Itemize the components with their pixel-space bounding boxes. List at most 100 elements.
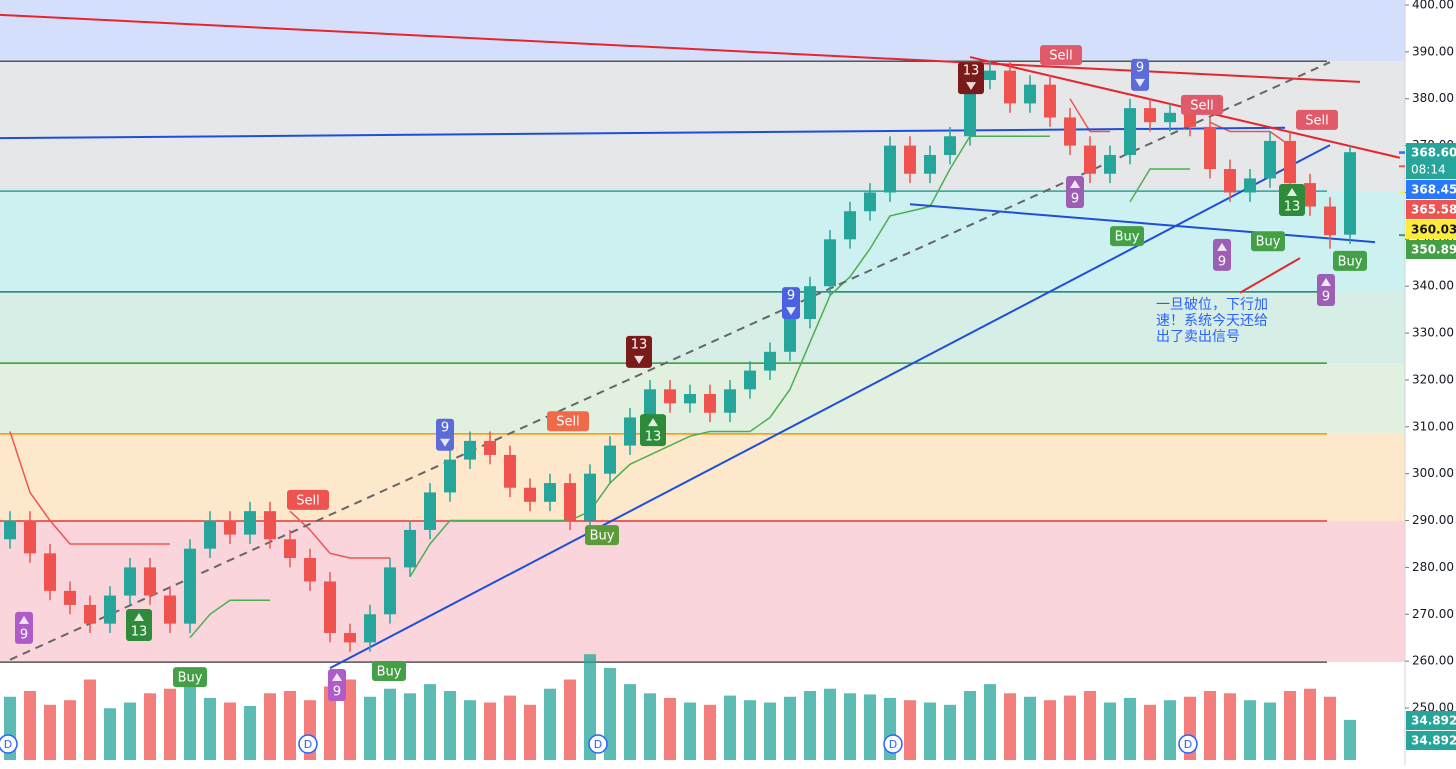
volume-bar [1204,691,1216,760]
volume-bar [404,693,416,760]
zone [0,363,1405,434]
volume-bar [384,688,396,760]
candle-body [744,370,756,390]
volume-bar [904,700,916,760]
candle-body [184,548,196,624]
volume-bar [484,702,496,760]
signal-badge [1317,273,1335,306]
signal-label: Buy [1256,235,1281,250]
volume-bar [704,704,716,760]
price-tag [1406,143,1456,179]
volume-bar [1084,691,1096,760]
trend-line [909,203,1376,244]
volume-bar [1324,696,1336,760]
signal-badge [1181,94,1223,115]
signal-badge [1213,238,1231,271]
volume-bar [944,704,956,760]
candle-body [1184,112,1196,127]
annotation-text: 出了卖出信号 [1156,329,1240,345]
y-tick-label: 340.00 [1412,279,1454,293]
volume-bar [864,694,876,760]
trail-line [409,135,1050,578]
signal-badge [958,62,984,95]
signal-badge [1066,176,1084,209]
volume-bar [824,688,836,760]
volume-bar [924,702,936,760]
candle-body [164,595,176,624]
volume-bar [364,696,376,760]
y-tick-label: 300.00 [1412,466,1454,480]
volume-bar [624,684,636,760]
candle-body [424,492,436,530]
volume-bar [24,691,36,760]
signal-label: Buy [377,664,402,679]
signal-arrow [1070,180,1080,189]
trail-line [289,510,390,559]
candle-body [504,454,516,488]
volume-bar [984,684,996,760]
signal-label: 13 [1284,199,1301,214]
candle-body [984,70,996,81]
signal-badge [782,287,800,320]
signal-label: 9 [1136,60,1144,75]
candle-body [1304,183,1316,207]
price-axis [1405,0,1456,765]
volume-bar [664,697,676,760]
session-label: D [4,738,12,751]
volume-bar [724,695,736,760]
price-tag-label: 365.58 [1411,203,1456,217]
signal-label: Buy [1115,230,1140,245]
volume-bar [1224,693,1236,760]
volume-bar [424,684,436,760]
signal-label: 9 [787,289,795,304]
volume-bar [744,700,756,760]
volume-bar [804,691,816,760]
signal-label: 9 [1071,192,1079,207]
price-tag [1406,200,1456,219]
candle-body [684,394,696,404]
candle-body [1084,145,1096,174]
volume-tag [1406,731,1456,750]
candle-body [704,394,716,413]
volume-bar [1284,691,1296,760]
signal-badge [1296,109,1338,130]
candle-body [384,567,396,615]
candle-body [144,567,156,596]
signal-badge [1279,183,1305,216]
volume-bar [1024,696,1036,760]
signal-badge [287,489,329,510]
candle-body [244,511,256,535]
signal-badge [173,667,207,688]
volume-bar [584,654,596,760]
annotation-text: 速！系统今天还给 [1156,313,1268,329]
signal-arrow [1321,277,1331,286]
signal-badge [1131,58,1149,91]
volume-bar [1244,700,1256,760]
candle-body [644,389,656,418]
trail-line [1069,98,1110,133]
volume-bar [1064,695,1076,760]
candle-body [604,445,616,474]
volume-bar [1144,704,1156,760]
candle-body [1204,126,1216,170]
signal-label: Buy [178,671,203,686]
volume-bar [1164,700,1176,760]
signal-arrow [332,673,342,682]
session-label: D [304,738,312,751]
volume-tag [1406,711,1456,730]
volume-bar [504,695,516,760]
volume-tag-label: 34.892 [1411,714,1456,728]
signal-arrow [1287,187,1297,196]
signal-arrow [1135,78,1145,87]
signal-label: Sell [296,493,319,508]
candle-body [1284,140,1296,184]
candle-body [564,483,576,521]
volume-bar [1124,697,1136,760]
signal-badge [328,669,346,702]
candle-body [1064,117,1076,146]
y-tick-label: 400.00 [1412,0,1454,12]
volume-bar [284,691,296,760]
volume-bar [844,693,856,760]
volume-bar [1264,702,1276,760]
signal-badge [585,525,619,546]
